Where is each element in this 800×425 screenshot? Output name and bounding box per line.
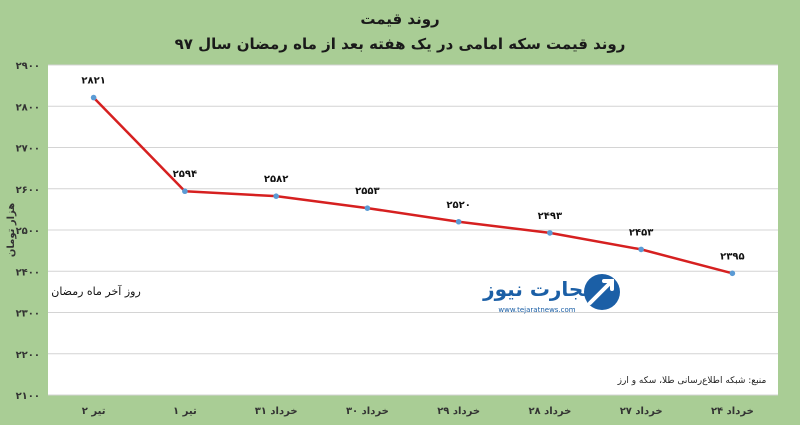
data-point — [729, 270, 736, 277]
data-point — [273, 193, 279, 199]
logo-arrow-icon — [588, 279, 614, 305]
x-tick-label: ۲۸ خرداد — [528, 406, 571, 417]
x-axis-ticks: ۲۴ خرداد ۲۷ خرداد ۲۸ خرداد ۲۹ خرداد ۳۰ خرداد… — [82, 406, 754, 417]
data-point — [90, 94, 97, 101]
x-tick-label: ۱ تیر — [173, 406, 197, 417]
y-tick-label: ۲۷۰۰ — [16, 144, 40, 155]
y-tick-label: ۲۶۰۰ — [16, 185, 40, 196]
watermark-url: www.tejaratnews.com — [498, 306, 575, 314]
gridlines — [48, 64, 778, 396]
source-note: منبع: شبکه اطلاع‌رسانی طلا، سکه و ارز — [617, 376, 767, 386]
data-label: ۲۵۸۲ — [264, 174, 288, 185]
data-label: ۲۴۹۳ — [538, 211, 562, 222]
data-label: ۲۵۹۴ — [173, 169, 197, 180]
chart-title: روند قیمت — [360, 10, 439, 28]
x-tick-label: ۲۷ خرداد — [620, 406, 663, 417]
y-tick-label: ۲۸۰۰ — [16, 102, 40, 113]
x-tick-label: ۲۹ خرداد — [437, 406, 480, 417]
x-tick-label: ۳۱ خرداد — [255, 406, 298, 417]
chart-subtitle: روند قیمت سکه امامی در یک هفته بعد از ما… — [175, 35, 626, 53]
data-label: ۲۵۵۳ — [355, 186, 379, 197]
data-label: ۲۵۲۰ — [446, 200, 470, 211]
y-axis-label: هزار تومان — [6, 203, 17, 257]
data-point — [364, 205, 371, 211]
y-tick-label: ۲۱۰۰ — [16, 391, 40, 402]
data-label: ۲۴۵۳ — [629, 227, 653, 238]
data-point — [638, 246, 644, 253]
tejaratnews-watermark: تجارت نیوز www.tejaratnews.com — [482, 274, 620, 314]
y-tick-label: ۲۹۰۰ — [16, 61, 40, 72]
series-line — [92, 96, 733, 275]
y-tick-label: ۲۵۰۰ — [16, 226, 40, 237]
x-tick-label: ۲ تیر — [82, 406, 106, 417]
y-tick-label: ۲۲۰۰ — [16, 350, 40, 361]
data-point — [455, 218, 462, 225]
data-labels: ۲۳۹۵ ۲۴۵۳ ۲۴۹۳ ۲۵۲۰ ۲۵۵۳ ۲۵۸۲ ۲۵۹۴ ۲۸۲۱ — [81, 76, 744, 263]
watermark-brand: تجارت نیوز — [482, 277, 591, 301]
data-points — [90, 94, 736, 277]
data-point — [547, 230, 553, 236]
data-label: ۲۳۹۵ — [720, 251, 744, 262]
annotation-last-ramadan-day: روز آخر ماه رمضان — [51, 284, 141, 298]
x-tick-label: ۲۴ خرداد — [711, 406, 754, 417]
data-point — [182, 188, 188, 195]
data-label: ۲۸۲۱ — [81, 76, 105, 87]
y-tick-label: ۲۴۰۰ — [16, 267, 40, 278]
x-tick-label: ۳۰ خرداد — [346, 406, 389, 417]
y-axis-ticks: ۲۱۰۰ ۲۲۰۰ ۲۳۰۰ ۲۴۰۰ ۲۵۰۰ ۲۶۰۰ ۲۷۰۰ ۲۸۰۰ ۲۹۰۰ — [16, 61, 40, 402]
y-tick-label: ۲۳۰۰ — [16, 309, 40, 320]
